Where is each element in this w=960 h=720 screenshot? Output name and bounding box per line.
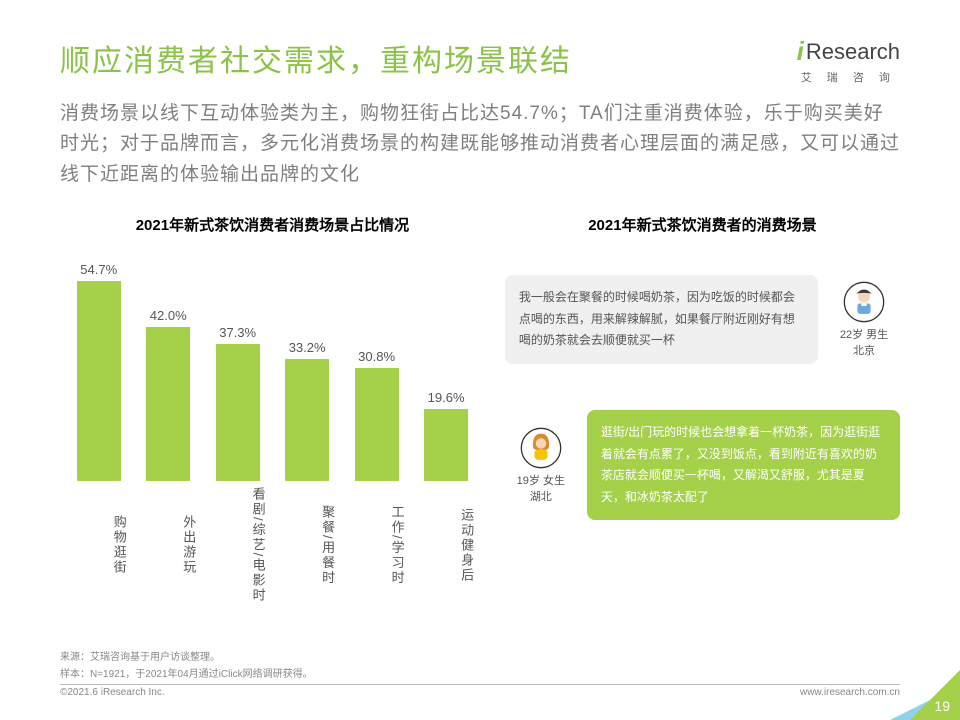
quote-1: 我一般会在聚餐的时候喝奶茶，因为吃饭的时候都会点喝的东西，用来解辣解腻，如果餐厅…	[505, 275, 900, 364]
bar-rect-0	[77, 281, 121, 482]
logo-subtext: 艾 瑞 咨 询	[797, 69, 900, 85]
logo: i Research 艾 瑞 咨 询	[797, 36, 900, 85]
bar-xlabel-3: 聚餐/用餐时	[277, 487, 337, 603]
bar-xlabel-2: 看剧/综艺/电影时	[208, 487, 268, 603]
bar-value-5: 19.6%	[428, 390, 465, 405]
bar-rect-5	[424, 409, 468, 481]
footer-source: 来源：艾瑞咨询基于用户访谈整理。	[60, 648, 900, 663]
bar-3: 33.2%	[277, 340, 337, 481]
bar-2: 37.3%	[208, 325, 268, 481]
male-avatar-icon	[843, 281, 885, 323]
bar-rect-1	[146, 327, 190, 481]
bar-1: 42.0%	[138, 308, 198, 481]
bar-value-2: 37.3%	[219, 325, 256, 340]
bar-xlabel-5: 运动健身后	[416, 487, 476, 603]
quote-2: 19岁 女生 湖北 逛街/出门玩的时候也会想拿着一杯奶茶，因为逛街逛着就会有点累…	[505, 410, 900, 520]
quote-1-person-line1: 22岁 男生	[840, 326, 888, 342]
bar-value-4: 30.8%	[358, 349, 395, 364]
quote-2-text: 逛街/出门玩的时候也会想拿着一杯奶茶，因为逛街逛着就会有点累了，又没到饭点，看到…	[587, 410, 900, 520]
bar-chart-title: 2021年新式茶饮消费者消费场景占比情况	[60, 214, 485, 235]
bar-chart: 54.7%42.0%37.3%33.2%30.8%19.6% 购物逛街外出游玩看…	[60, 261, 485, 571]
bar-xlabel-4: 工作/学习时	[347, 487, 407, 603]
bar-5: 19.6%	[416, 390, 476, 481]
bar-value-0: 54.7%	[80, 262, 117, 277]
footer-url: www.iresearch.com.cn	[800, 687, 900, 698]
quotes-panel: 2021年新式茶饮消费者的消费场景 我一般会在聚餐的时候喝奶茶，因为吃饭的时候都…	[505, 214, 900, 571]
quote-2-person: 19岁 女生 湖北	[505, 427, 577, 504]
quote-1-person: 22岁 男生 北京	[828, 281, 900, 358]
page-title: 顺应消费者社交需求，重构场景联结	[60, 36, 572, 80]
page-number: 19	[934, 698, 950, 714]
bar-chart-panel: 2021年新式茶饮消费者消费场景占比情况 54.7% 42.0% 37.3% 33.2…	[60, 214, 485, 571]
quote-1-text: 我一般会在聚餐的时候喝奶茶，因为吃饭的时候都会点喝的东西，用来解辣解腻，如果餐厅…	[505, 275, 818, 364]
subtitle: 消费场景以线下互动体验类为主，购物狂街占比达54.7%；TA们注重消费体验，乐于…	[60, 99, 900, 190]
footer-sample: 样本：N=1921，于2021年04月通过iClick网络调研获得。	[60, 665, 900, 680]
quote-1-person-line2: 北京	[853, 342, 875, 358]
footer-copyright: ©2021.6 iResearch Inc.	[60, 687, 165, 698]
bar-rect-4	[355, 368, 399, 481]
bar-xlabel-1: 外出游玩	[138, 487, 198, 603]
bar-4: 30.8%	[347, 349, 407, 481]
footer: 来源：艾瑞咨询基于用户访谈整理。 样本：N=1921，于2021年04月通过iC…	[60, 648, 900, 698]
slide: 顺应消费者社交需求，重构场景联结 i Research 艾 瑞 咨 询 消费场景…	[0, 0, 960, 720]
bar-value-3: 33.2%	[289, 340, 326, 355]
bar-value-1: 42.0%	[150, 308, 187, 323]
bar-rect-3	[285, 359, 329, 481]
quote-2-person-line1: 19岁 女生	[517, 472, 565, 488]
header-row: 顺应消费者社交需求，重构场景联结 i Research 艾 瑞 咨 询	[60, 36, 900, 85]
logo-text: Research	[806, 39, 900, 65]
bar-rect-2	[216, 344, 260, 481]
quote-2-person-line2: 湖北	[530, 488, 552, 504]
logo-i-icon: i	[797, 36, 804, 67]
female-avatar-icon	[520, 427, 562, 469]
bar-xlabel-0: 购物逛街	[69, 487, 129, 603]
quotes-title: 2021年新式茶饮消费者的消费场景	[505, 214, 900, 235]
content-row: 2021年新式茶饮消费者消费场景占比情况 54.7% 42.0% 37.3% 33.2…	[60, 214, 900, 571]
bar-0: 54.7%	[69, 262, 129, 482]
